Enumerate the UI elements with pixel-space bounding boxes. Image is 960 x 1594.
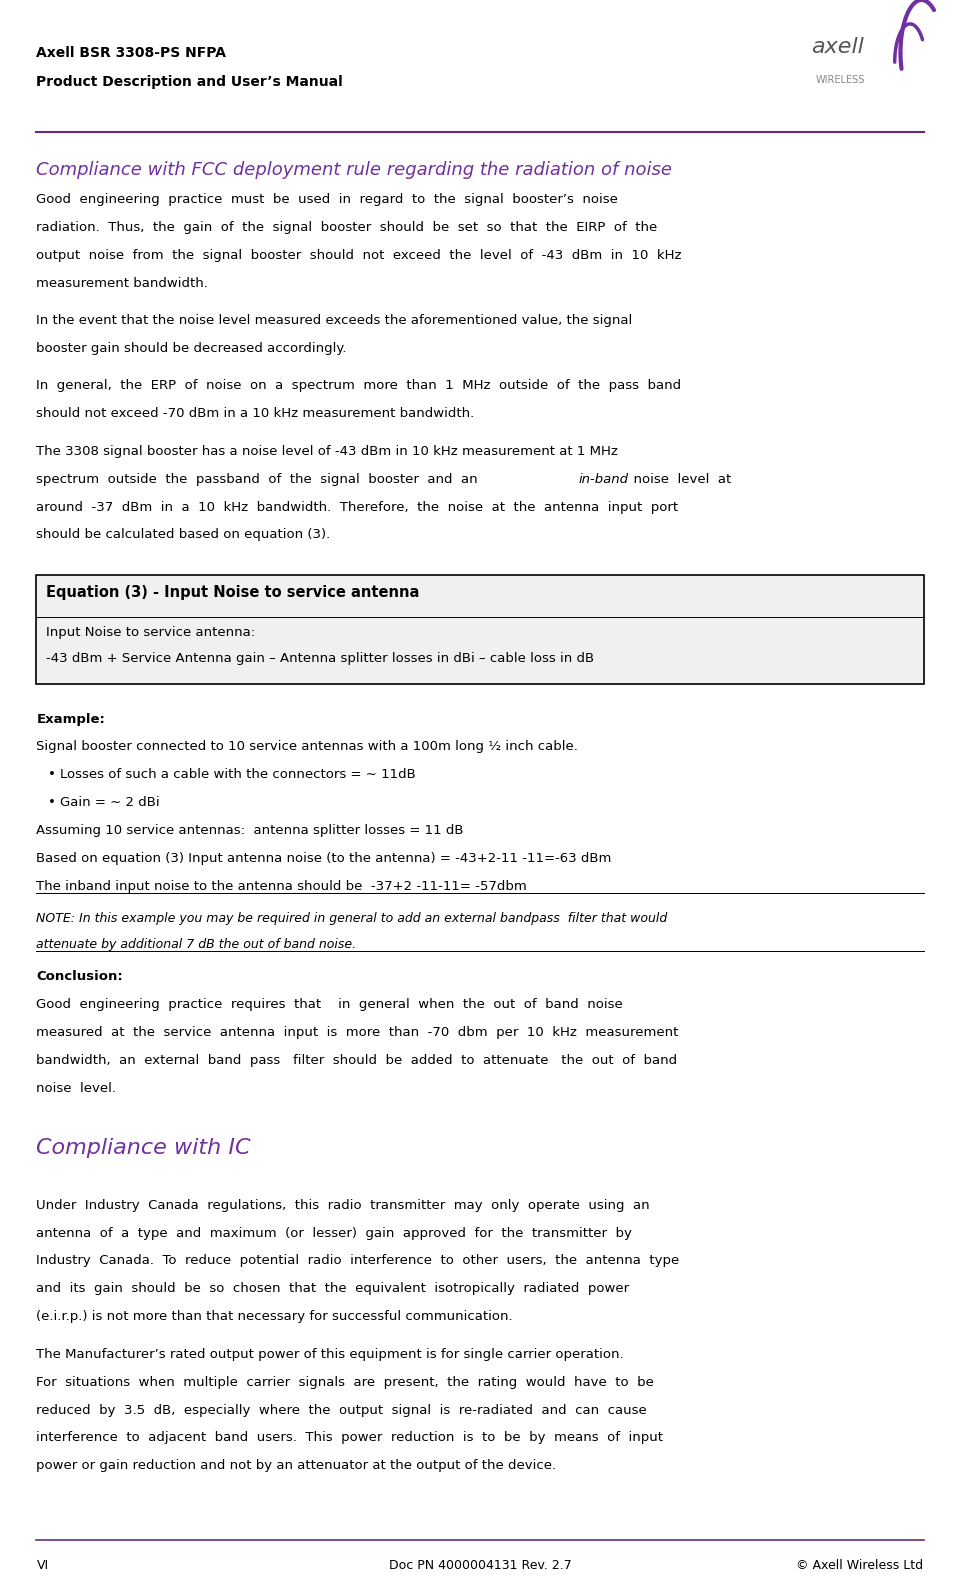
- Text: WIRELESS: WIRELESS: [816, 75, 865, 84]
- Text: antenna  of  a  type  and  maximum  (or  lesser)  gain  approved  for  the  tran: antenna of a type and maximum (or lesser…: [36, 1226, 633, 1240]
- Text: noise  level.: noise level.: [36, 1081, 116, 1095]
- Text: Compliance with FCC deployment rule regarding the radiation of noise: Compliance with FCC deployment rule rega…: [36, 161, 672, 179]
- Text: For  situations  when  multiple  carrier  signals  are  present,  the  rating  w: For situations when multiple carrier sig…: [36, 1376, 655, 1388]
- Text: Equation (3) - Input Noise to service antenna: Equation (3) - Input Noise to service an…: [46, 585, 420, 599]
- Text: -43 dBm + Service Antenna gain – Antenna splitter losses in dBi – cable loss in : -43 dBm + Service Antenna gain – Antenna…: [46, 652, 594, 665]
- Text: in-band: in-band: [579, 472, 629, 486]
- Text: Gain = ∼ 2 dBi: Gain = ∼ 2 dBi: [60, 795, 160, 810]
- Text: around  -37  dBm  in  a  10  kHz  bandwidth.  Therefore,  the  noise  at  the  a: around -37 dBm in a 10 kHz bandwidth. Th…: [36, 501, 679, 513]
- Text: attenuate by additional 7 dB the out of band noise.: attenuate by additional 7 dB the out of …: [36, 937, 356, 952]
- Text: measurement bandwidth.: measurement bandwidth.: [36, 277, 208, 290]
- Text: The Manufacturer’s rated output power of this equipment is for single carrier op: The Manufacturer’s rated output power of…: [36, 1347, 624, 1361]
- Text: Good  engineering  practice  requires  that    in  general  when  the  out  of  : Good engineering practice requires that …: [36, 998, 623, 1011]
- Text: Good  engineering  practice  must  be  used  in  regard  to  the  signal  booste: Good engineering practice must be used i…: [36, 193, 618, 206]
- Text: axell: axell: [811, 37, 864, 57]
- Text: •: •: [48, 768, 56, 781]
- Text: spectrum  outside  the  passband  of  the  signal  booster  and  an: spectrum outside the passband of the sig…: [36, 472, 487, 486]
- Text: Product Description and User’s Manual: Product Description and User’s Manual: [36, 75, 344, 89]
- Text: Signal booster connected to 10 service antennas with a 100m long ½ inch cable.: Signal booster connected to 10 service a…: [36, 740, 578, 754]
- Text: Losses of such a cable with the connectors = ∼ 11dB: Losses of such a cable with the connecto…: [60, 768, 417, 781]
- Text: (e.i.r.p.) is not more than that necessary for successful communication.: (e.i.r.p.) is not more than that necessa…: [36, 1310, 513, 1323]
- Text: bandwidth,  an  external  band  pass   filter  should  be  added  to  attenuate : bandwidth, an external band pass filter …: [36, 1054, 678, 1066]
- Text: interference  to  adjacent  band  users.  This  power  reduction  is  to  be  by: interference to adjacent band users. Thi…: [36, 1431, 663, 1444]
- Text: The 3308 signal booster has a noise level of -43 dBm in 10 kHz measurement at 1 : The 3308 signal booster has a noise leve…: [36, 445, 618, 457]
- Text: Based on equation (3) Input antenna noise (to the antenna) = -43+2-11 -11=-63 dB: Based on equation (3) Input antenna nois…: [36, 851, 612, 866]
- Text: booster gain should be decreased accordingly.: booster gain should be decreased accordi…: [36, 341, 347, 355]
- Text: should not exceed -70 dBm in a 10 kHz measurement bandwidth.: should not exceed -70 dBm in a 10 kHz me…: [36, 406, 475, 421]
- Text: In  general,  the  ERP  of  noise  on  a  spectrum  more  than  1  MHz  outside : In general, the ERP of noise on a spectr…: [36, 379, 682, 392]
- Text: and  its  gain  should  be  so  chosen  that  the  equivalent  isotropically  ra: and its gain should be so chosen that th…: [36, 1282, 630, 1296]
- Text: Example:: Example:: [36, 713, 106, 725]
- Text: measured  at  the  service  antenna  input  is  more  than  -70  dbm  per  10  k: measured at the service antenna input is…: [36, 1025, 679, 1039]
- Text: reduced  by  3.5  dB,  especially  where  the  output  signal  is  re-radiated  : reduced by 3.5 dB, especially where the …: [36, 1403, 647, 1417]
- Text: Industry  Canada.  To  reduce  potential  radio  interference  to  other  users,: Industry Canada. To reduce potential rad…: [36, 1254, 680, 1267]
- Text: © Axell Wireless Ltd: © Axell Wireless Ltd: [797, 1559, 924, 1572]
- Text: Input Noise to service antenna:: Input Noise to service antenna:: [46, 626, 255, 639]
- Text: Axell BSR 3308-PS NFPA: Axell BSR 3308-PS NFPA: [36, 46, 227, 61]
- FancyBboxPatch shape: [36, 575, 924, 684]
- Text: •: •: [48, 795, 56, 810]
- Text: Conclusion:: Conclusion:: [36, 969, 123, 983]
- Text: The inband input noise to the antenna should be  -37+2 -11-11= -57dbm: The inband input noise to the antenna sh…: [36, 880, 527, 893]
- Text: radiation.  Thus,  the  gain  of  the  signal  booster  should  be  set  so  tha: radiation. Thus, the gain of the signal …: [36, 222, 658, 234]
- Text: In the event that the noise level measured exceeds the aforementioned value, the: In the event that the noise level measur…: [36, 314, 633, 327]
- Text: Assuming 10 service antennas:  antenna splitter losses = 11 dB: Assuming 10 service antennas: antenna sp…: [36, 824, 464, 837]
- Text: output  noise  from  the  signal  booster  should  not  exceed  the  level  of  : output noise from the signal booster sho…: [36, 249, 682, 261]
- Text: Under  Industry  Canada  regulations,  this  radio  transmitter  may  only  oper: Under Industry Canada regulations, this …: [36, 1199, 650, 1211]
- Text: VI: VI: [36, 1559, 49, 1572]
- Text: noise  level  at: noise level at: [625, 472, 732, 486]
- Text: should be calculated based on equation (3).: should be calculated based on equation (…: [36, 528, 331, 542]
- Text: power or gain reduction and not by an attenuator at the output of the device.: power or gain reduction and not by an at…: [36, 1459, 557, 1473]
- Text: Doc PN 4000004131 Rev. 2.7: Doc PN 4000004131 Rev. 2.7: [389, 1559, 571, 1572]
- Text: NOTE: In this example you may be required in general to add an external bandpass: NOTE: In this example you may be require…: [36, 912, 668, 925]
- Text: Compliance with IC: Compliance with IC: [36, 1138, 251, 1159]
